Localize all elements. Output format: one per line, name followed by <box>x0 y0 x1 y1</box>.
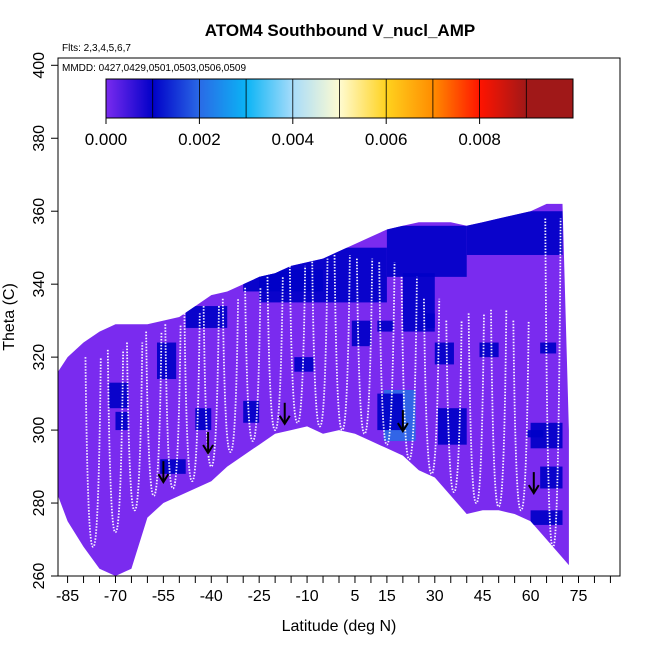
y-axis-label: Theta (C) <box>1 283 18 351</box>
flight-profile-trace <box>266 276 284 431</box>
value-patch <box>195 408 212 431</box>
arrow-head <box>527 484 540 495</box>
tropopause-arrow-icon <box>397 410 409 433</box>
colorbar-tick-label: 0.002 <box>178 130 221 149</box>
flight-profile-trace <box>145 331 163 497</box>
colorbar-tick-label: 0.000 <box>85 130 128 149</box>
flight-profile-trace <box>445 320 463 493</box>
heatmap-data-layer <box>58 203 569 576</box>
colorbar-tick-label: 0.006 <box>365 130 408 149</box>
x-tick-label: 30 <box>426 588 444 605</box>
value-patches <box>109 211 563 525</box>
value-patch <box>466 211 563 255</box>
colorbar-segment <box>246 79 294 118</box>
flight-profile-trace <box>221 298 239 453</box>
flight-profile-trace <box>164 324 182 490</box>
x-axis: -85 -70 -55 -40 -25 -10 5 15 30 45 60 75 <box>56 576 611 605</box>
value-patch <box>351 320 371 347</box>
value-patch <box>109 382 129 409</box>
flight-profile-trace <box>378 262 396 446</box>
flight-profile-trace <box>544 218 562 548</box>
y-tick-label: 400 <box>31 52 48 79</box>
value-patch <box>160 459 186 474</box>
flight-profile-trace <box>400 276 418 461</box>
colorbar-segment <box>386 79 434 118</box>
x-tick-label: -55 <box>152 588 175 605</box>
colorbar-segment <box>292 79 340 118</box>
x-axis-label: Latitude (deg N) <box>282 618 397 635</box>
flight-profile-trace <box>288 265 307 424</box>
flight-profile-trace <box>126 342 144 512</box>
arrow-head <box>202 444 214 455</box>
y-tick-label: 340 <box>31 271 48 298</box>
colorbar-segment <box>526 79 574 118</box>
x-tick-label: 15 <box>378 588 396 605</box>
y-tick-label: 260 <box>31 563 48 590</box>
flight-profile-trace <box>202 306 220 468</box>
colorbar-frame <box>105 78 574 119</box>
value-patch <box>540 466 563 489</box>
value-patch <box>540 342 557 354</box>
chart-title: ATOM4 Southbound V_nucl_AMP <box>205 21 475 40</box>
x-tick-label: -85 <box>56 588 79 605</box>
y-tick-label: 320 <box>31 344 48 371</box>
flight-profile-trace <box>244 287 262 442</box>
flight-profile-trace <box>490 309 508 508</box>
value-patch <box>243 400 260 423</box>
flight-profile-trace <box>106 349 125 534</box>
value-patch <box>185 306 228 328</box>
value-patch <box>377 320 394 332</box>
y-tick-label: 280 <box>31 490 48 517</box>
arrow-head <box>278 415 291 426</box>
flight-profile-trace <box>311 258 329 428</box>
arrow-head <box>157 473 170 485</box>
value-patch <box>530 510 563 525</box>
colorbar-segment <box>106 79 154 118</box>
colorbar-tick-label: 0.004 <box>272 130 315 149</box>
flight-profile-trace <box>84 357 102 548</box>
y-axis: 260 280 300 320 340 360 380 400 <box>31 52 58 590</box>
x-tick-label: 75 <box>570 588 588 605</box>
tropopause-arrow-icon <box>202 431 214 455</box>
value-patch <box>437 408 467 445</box>
y-tick-label: 360 <box>31 198 48 225</box>
flight-profile-trace <box>183 313 201 483</box>
y-tick-label: 300 <box>31 417 48 444</box>
dates-note: MMDD: 0427,0429,0501,0503,0506,0509 <box>62 63 246 74</box>
flight-profile-trace <box>467 313 485 504</box>
x-tick-label: -40 <box>200 588 223 605</box>
colorbar-tick-label: 0.008 <box>458 130 501 149</box>
colorbar: 0.000 0.002 0.004 0.006 0.008 <box>85 78 574 149</box>
flights-note: Flts: 2,3,4,5,6,7 <box>62 43 131 54</box>
arrow-head <box>397 422 409 433</box>
value-patch <box>434 342 454 365</box>
tropopause-arrow-icon <box>527 472 540 495</box>
value-patch <box>386 225 467 277</box>
x-tick-label: -25 <box>248 588 271 605</box>
colorbar-segment <box>339 79 387 118</box>
colorbar-segment <box>199 79 247 118</box>
coverage-region <box>58 203 569 576</box>
x-tick-label: -10 <box>296 588 319 605</box>
colorbar-segment <box>152 79 200 118</box>
x-tick-label: -70 <box>104 588 127 605</box>
flight-profile-trace <box>512 320 530 512</box>
tropopause-arrow-icon <box>157 461 170 485</box>
x-tick-label: 45 <box>474 588 492 605</box>
tropopause-arrow-icon <box>278 402 291 426</box>
y-tick-label: 380 <box>31 125 48 152</box>
colorbar-segment <box>432 79 481 118</box>
x-tick-label: 5 <box>351 588 360 605</box>
x-tick-label: 60 <box>522 588 540 605</box>
value-patch <box>425 313 435 328</box>
value-patch <box>479 342 499 358</box>
colorbar-segment <box>479 79 527 118</box>
flight-profiles <box>84 218 562 548</box>
